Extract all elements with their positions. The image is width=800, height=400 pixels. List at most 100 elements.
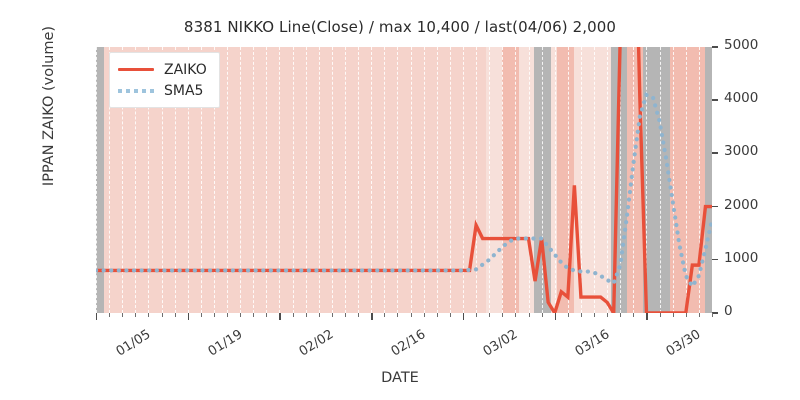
x-tick-minor (515, 313, 517, 317)
x-tick-minor (305, 313, 307, 317)
x-tick-minor (397, 313, 399, 317)
gridline-vertical (109, 47, 112, 313)
x-tick-label: 01/19 (205, 327, 246, 360)
gridline-vertical (698, 47, 702, 313)
legend-label-sma5: SMA5 (164, 82, 204, 99)
y-tick-mark (712, 205, 718, 208)
x-tick-minor (292, 313, 294, 317)
x-tick-minor (685, 313, 687, 317)
x-tick-minor (672, 313, 674, 317)
legend-label-zaiko: ZAIKO (164, 61, 207, 78)
gridline-vertical (410, 47, 414, 313)
gridline-vertical (646, 47, 649, 313)
legend-line-swatch-zaiko (118, 63, 154, 77)
x-tick-minor (489, 313, 491, 317)
x-tick-label: 03/30 (664, 327, 704, 360)
y-tick-label: 0 (724, 303, 733, 319)
x-tick-minor (659, 313, 661, 317)
x-tick-minor (620, 313, 622, 317)
gridline-vertical (200, 47, 204, 313)
x-tick-minor (436, 313, 438, 317)
y-tick-mark (712, 99, 718, 101)
x-tick-major (279, 313, 281, 320)
gridline-vertical (672, 47, 676, 313)
x-tick-minor (227, 313, 229, 317)
x-tick-minor (174, 313, 176, 317)
series-line-sma5 (96, 92, 712, 291)
background-band (626, 47, 643, 313)
x-tick-minor (240, 313, 242, 317)
gridline-vertical (633, 47, 636, 313)
gridline-vertical (135, 47, 138, 313)
gridline-vertical (227, 47, 230, 313)
gridline-vertical (580, 47, 584, 313)
gridline-vertical (620, 47, 623, 313)
gridline-vertical (384, 47, 387, 313)
x-tick-minor (698, 313, 700, 317)
gridline-vertical (554, 47, 558, 313)
plot-area (96, 47, 712, 313)
gridline-vertical (594, 47, 597, 313)
gridline-vertical (659, 47, 663, 313)
gridline-vertical (318, 47, 322, 313)
gridline-vertical (331, 47, 335, 313)
y-tick-mark (712, 46, 718, 48)
gridline-vertical (213, 47, 217, 313)
x-tick-minor (449, 313, 451, 317)
gridline-vertical (567, 47, 571, 313)
x-tick-label: 03/16 (572, 327, 613, 360)
x-tick-label: 02/16 (388, 327, 429, 360)
y-tick-label: 3000 (724, 143, 759, 160)
y-tick-label: 1000 (724, 249, 759, 266)
x-tick-major (462, 313, 465, 320)
gridline-vertical (345, 47, 348, 313)
legend-item-sma5[interactable]: SMA5 (118, 80, 207, 101)
chart-title: 8381 NIKKO Line(Close) / max 10,400 / la… (183, 18, 617, 36)
gridline-vertical (161, 47, 165, 313)
gridline-vertical (489, 47, 492, 313)
y-tick-mark (712, 258, 718, 261)
x-tick-minor (266, 313, 268, 317)
x-tick-minor (633, 313, 635, 317)
x-tick-minor (213, 313, 215, 317)
gridline-vertical (462, 47, 466, 313)
x-tick-minor (712, 313, 713, 317)
legend-line-swatch-sma5 (118, 84, 154, 98)
gridline-vertical (240, 47, 243, 313)
x-tick-minor (410, 313, 412, 317)
y-axis-label: IPPAN ZAIKO (volume) (41, 25, 57, 187)
legend-item-zaiko[interactable]: ZAIKO (118, 59, 207, 80)
gridline-vertical (371, 47, 374, 313)
series-layer (96, 47, 712, 313)
x-tick-minor (200, 313, 202, 317)
y-tick-mark (712, 152, 718, 154)
gridline-vertical (279, 47, 282, 313)
x-tick-minor (331, 313, 333, 317)
y-tick-label: 2000 (724, 196, 759, 213)
gridline-vertical (515, 47, 518, 313)
gridline-vertical (266, 47, 269, 313)
x-tick-minor (567, 313, 569, 317)
x-tick-minor (253, 313, 255, 317)
background-band (96, 47, 104, 313)
x-tick-minor (607, 313, 609, 317)
x-tick-minor (528, 313, 530, 317)
gridline-vertical (122, 47, 125, 313)
x-tick-minor (580, 313, 582, 317)
x-tick-minor (594, 313, 596, 317)
background-band (642, 47, 648, 313)
x-tick-label: 03/02 (480, 327, 521, 360)
gridline-vertical (607, 47, 610, 313)
x-tick-minor (161, 313, 163, 317)
x-axis-label: DATE (381, 370, 419, 386)
gridline-vertical (423, 47, 427, 313)
x-tick-major (96, 313, 98, 320)
gridline-vertical (436, 47, 440, 313)
gridline-vertical (502, 47, 505, 313)
gridline-vertical (174, 47, 178, 313)
gridline-vertical (397, 47, 400, 313)
gridline-vertical (292, 47, 296, 313)
gridline-vertical (253, 47, 256, 313)
x-tick-minor (476, 313, 478, 317)
gridline-vertical (187, 47, 191, 313)
